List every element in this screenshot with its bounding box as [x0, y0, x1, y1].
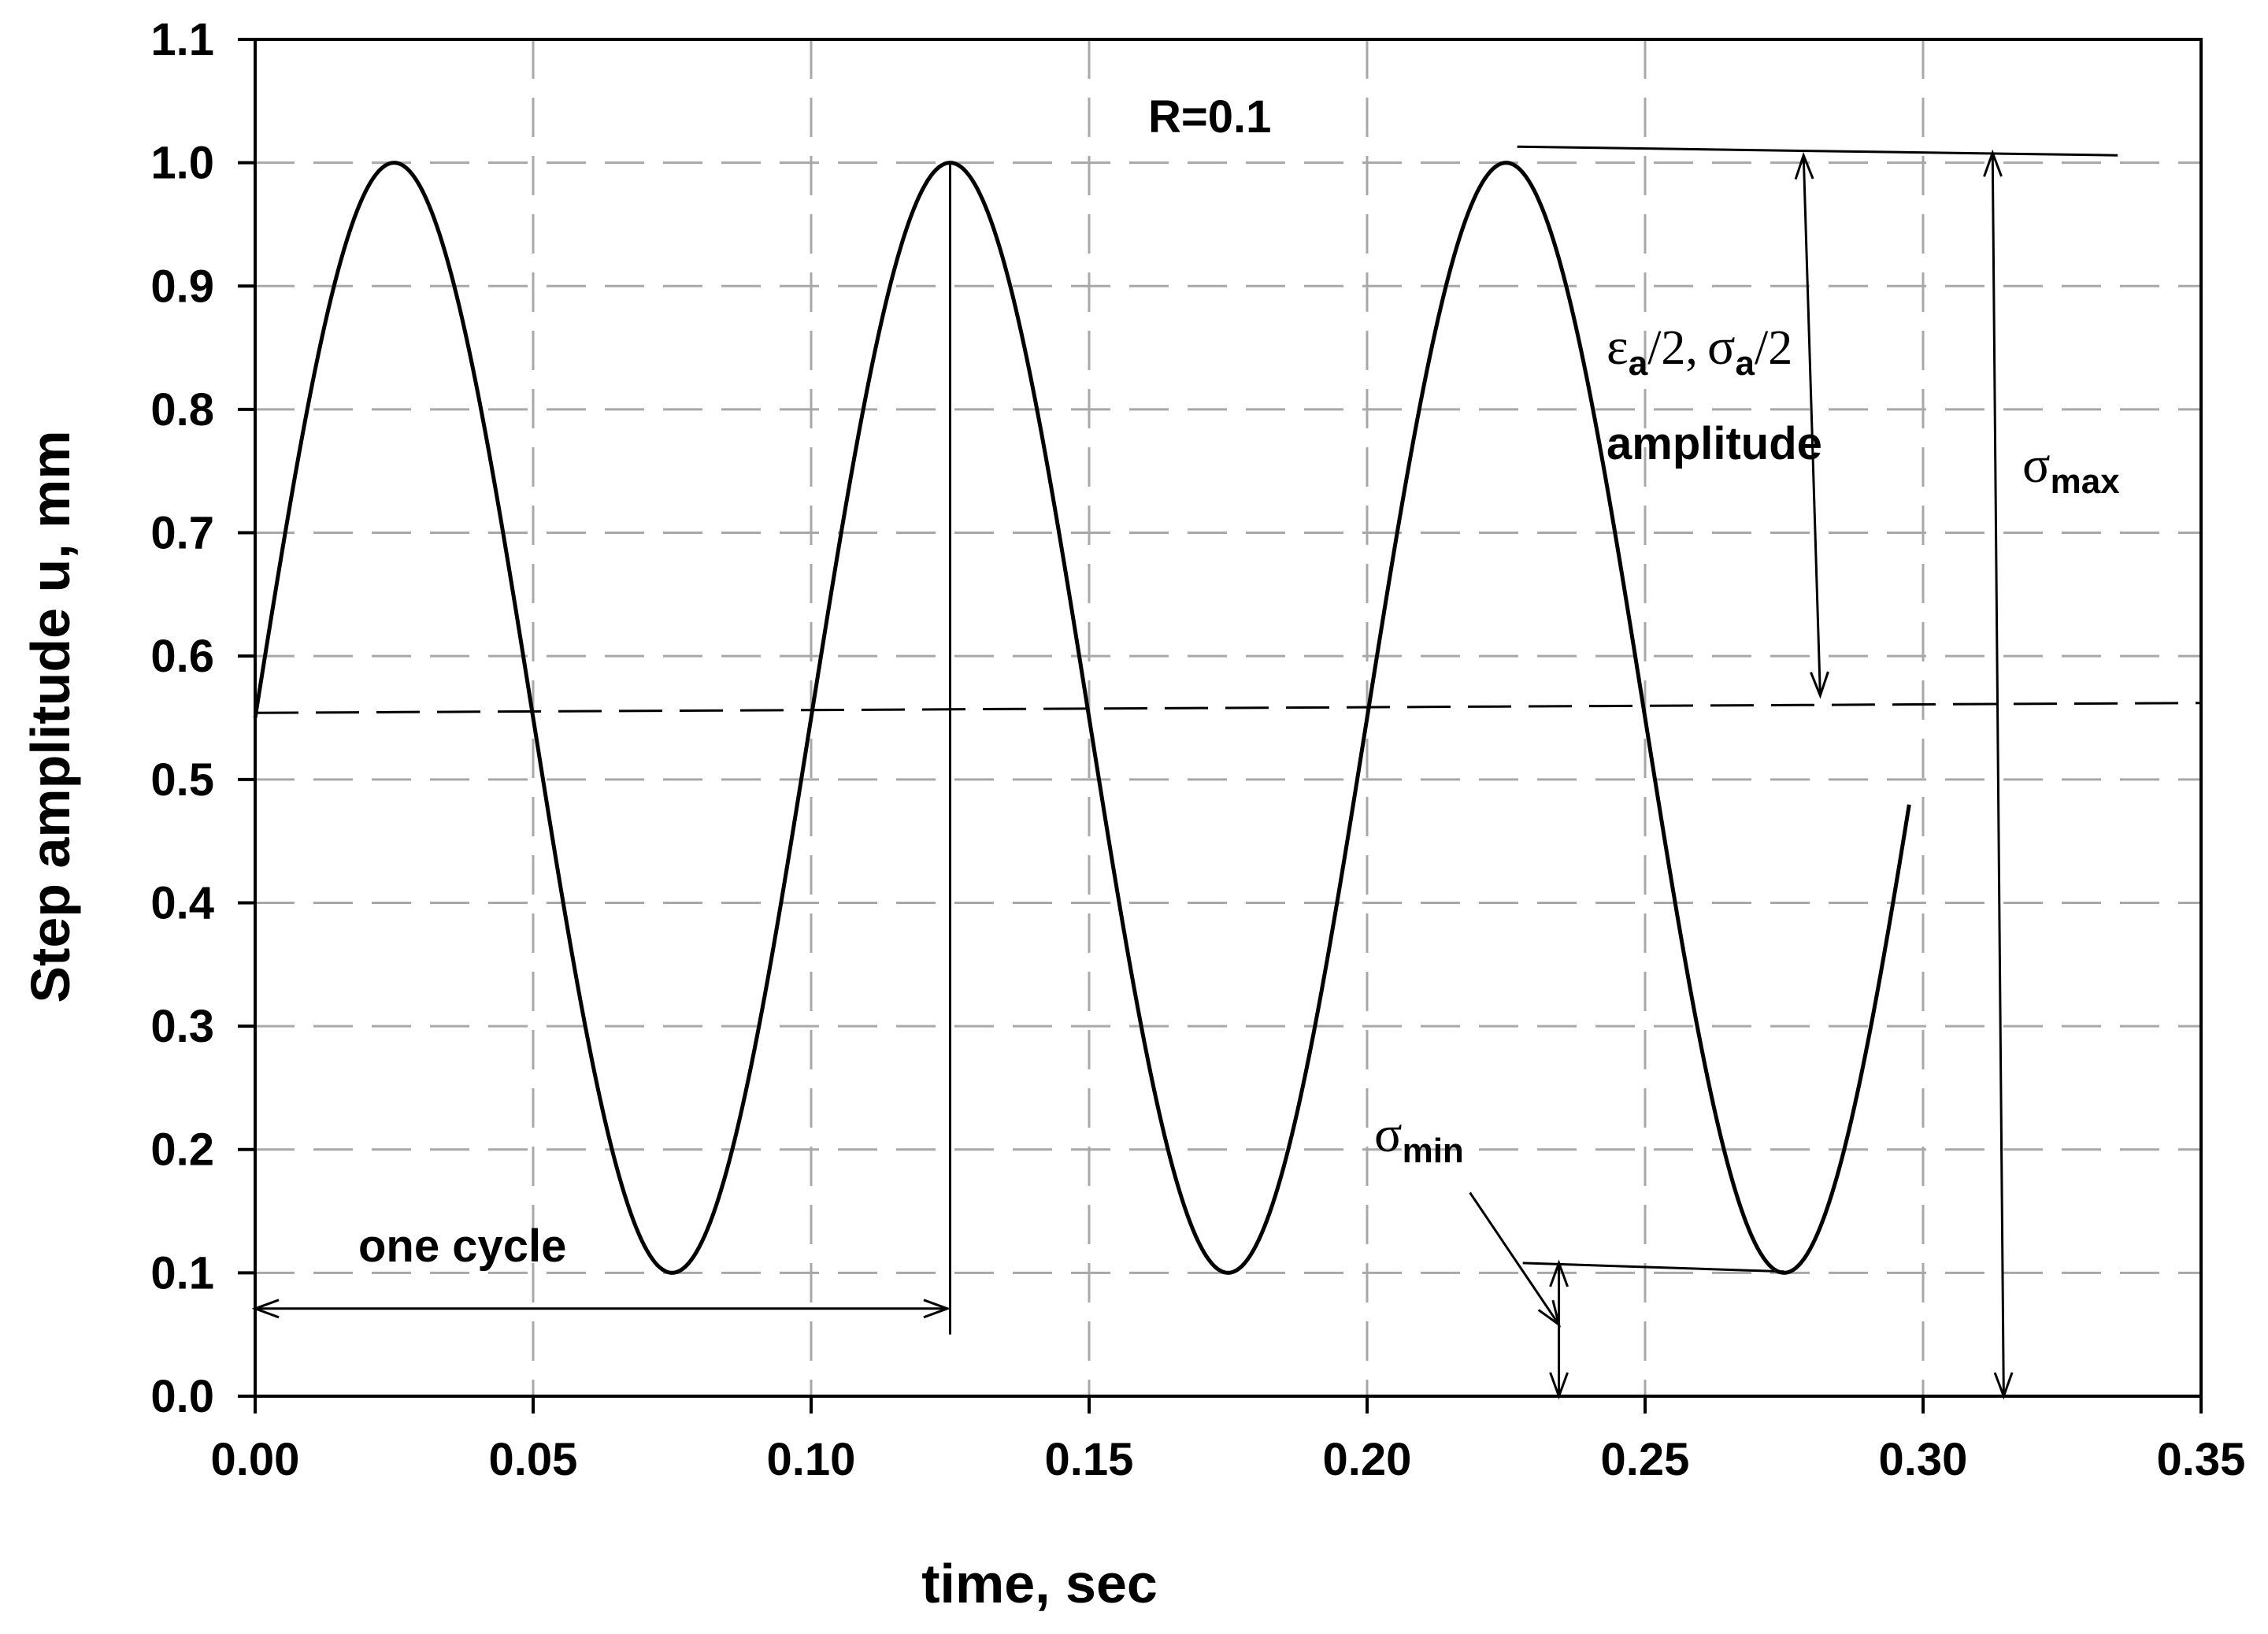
epsilon-subscript: a: [1629, 344, 1648, 383]
min-reference-line: [1522, 1262, 1784, 1273]
half-end: /2: [1755, 321, 1792, 375]
series-group: [253, 161, 1911, 1275]
x-tick-label: 0.20: [1323, 1434, 1412, 1485]
y-tick-label: 1.0: [150, 138, 214, 189]
sigma-min-subscript: min: [1403, 1132, 1464, 1170]
dimension-arrows: [251, 149, 2014, 1400]
sigma-min-label: σmin: [1374, 1106, 1464, 1170]
y-tick-label: 0.9: [150, 261, 214, 312]
y-tick-label: 0.5: [150, 754, 214, 806]
mean-dashed-line: [254, 702, 2202, 714]
amplitude-arrow-head-end: [1810, 671, 1829, 699]
strain-stress-amplitude-label: εa/2, σa/2: [1606, 318, 1792, 383]
sine-series-line: [253, 161, 1911, 1275]
plot-frame: [238, 38, 2203, 1414]
sigma-min-leader-head: [1537, 1299, 1562, 1328]
sigma-symbol: σ: [1707, 318, 1736, 376]
amplitude-arrow: [1802, 155, 1821, 696]
sigma-subscript: a: [1736, 344, 1755, 383]
y-tick-label: 0.7: [150, 508, 214, 559]
sigma-max-symbol: σ: [2022, 436, 2051, 494]
one-cycle-arrow-head-end: [923, 1299, 951, 1319]
x-tick-label: 0.30: [1879, 1434, 1968, 1485]
plot-border: [254, 38, 2203, 1398]
epsilon-symbol: ε: [1606, 318, 1629, 376]
sigma-max-label: σmax: [2022, 436, 2120, 501]
y-tick-label: 0.3: [150, 1001, 214, 1052]
y-tick-label: 0.1: [150, 1247, 214, 1299]
y-tick-label: 0.2: [150, 1125, 214, 1176]
x-tick-label: 0.35: [2157, 1434, 2246, 1485]
grid-lines: [255, 39, 2201, 1396]
y-tick-label: 0.0: [150, 1371, 214, 1422]
y-tick-label: 0.4: [150, 877, 214, 928]
x-tick-label: 0.00: [211, 1434, 300, 1485]
y-tick-label: 0.8: [150, 384, 214, 435]
x-tick-label: 0.25: [1601, 1434, 1690, 1485]
y-axis-title: Step amplitude u, mm: [20, 430, 81, 1002]
x-axis-title: time, sec: [921, 1553, 1158, 1614]
sigma-max-arrow-head-start: [1983, 149, 2003, 177]
amplitude-annotation: amplitude: [1606, 418, 1822, 469]
sigma-max-arrow: [1991, 153, 2005, 1397]
y-tick-label: 1.1: [150, 14, 214, 65]
half-separator: /2,: [1647, 321, 1698, 375]
max-reference-line: [1517, 145, 2118, 157]
sigma-max-subscript: max: [2051, 462, 2121, 501]
amplitude-arrow-head-start: [1794, 151, 1814, 180]
sigma-min-arrow-head-start: [1549, 1259, 1569, 1288]
tick-labels: 0.00 0.05 0.10 0.15 0.20 0.25 0.30 0.35 0.0 0.1 0.…: [150, 14, 2245, 1485]
sigma-min-symbol: σ: [1374, 1106, 1403, 1163]
sigma-min-leader-line: [1469, 1191, 1560, 1325]
x-tick-label: 0.15: [1045, 1434, 1134, 1485]
reference-lines: [254, 145, 2202, 1335]
x-tick-label: 0.05: [489, 1434, 578, 1485]
y-tick-label: 0.6: [150, 631, 214, 682]
r-value-annotation: R=0.1: [1148, 91, 1271, 143]
one-cycle-annotation: one cycle: [358, 1221, 566, 1272]
x-tick-label: 0.10: [767, 1434, 856, 1485]
